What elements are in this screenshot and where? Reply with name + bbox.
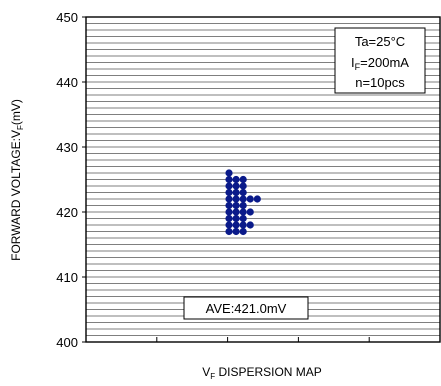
average-box: AVE:421.0mV xyxy=(183,296,309,320)
x-axis-ticks xyxy=(156,337,370,342)
data-point xyxy=(232,182,240,190)
data-point xyxy=(225,221,233,229)
data-point xyxy=(253,195,261,203)
data-point xyxy=(232,227,240,236)
data-point xyxy=(225,201,233,210)
data-point xyxy=(239,221,247,229)
data-point xyxy=(239,201,247,210)
average-box-frame xyxy=(183,296,309,320)
data-point xyxy=(239,175,247,184)
condition-current: IF=200mA xyxy=(351,55,409,72)
data-point xyxy=(239,214,247,223)
condition-temperature: Ta=25°C xyxy=(355,34,405,49)
data-point xyxy=(232,221,240,229)
data-point xyxy=(232,214,240,223)
data-point xyxy=(225,214,233,223)
conditions-box-frame xyxy=(334,27,426,94)
y-axis-tick-labels: 400 410 420 430 440 450 xyxy=(56,10,86,350)
x-axis-title: VF DISPERSION MAP xyxy=(202,365,322,381)
y-tick-label: 410 xyxy=(56,270,78,285)
condition-sample-count: n=10pcs xyxy=(355,75,405,90)
data-point xyxy=(225,208,233,216)
data-point xyxy=(246,195,254,203)
data-point xyxy=(232,208,240,216)
data-point xyxy=(239,208,247,216)
y-tick-label: 400 xyxy=(56,335,78,350)
data-point xyxy=(232,188,240,197)
data-point xyxy=(225,188,233,197)
average-label: AVE:421.0mV xyxy=(206,301,287,316)
data-point xyxy=(225,175,233,184)
data-point xyxy=(232,175,240,184)
data-point xyxy=(232,201,240,210)
data-point xyxy=(239,182,247,190)
data-points xyxy=(225,169,261,236)
data-point xyxy=(225,227,233,236)
y-axis-title: FORWARD VOLTAGE:VF(mV) xyxy=(9,99,25,261)
data-point xyxy=(232,195,240,203)
y-tick-label: 450 xyxy=(56,10,78,25)
data-point xyxy=(225,169,233,177)
data-point xyxy=(225,182,233,190)
data-point xyxy=(239,227,247,236)
data-point xyxy=(239,188,247,197)
data-point xyxy=(225,195,233,203)
data-point xyxy=(246,221,254,229)
conditions-box: Ta=25°C IF=200mA n=10pcs xyxy=(334,27,426,94)
data-point xyxy=(239,195,247,203)
y-tick-label: 420 xyxy=(56,205,78,220)
data-point xyxy=(246,208,254,216)
y-tick-label: 430 xyxy=(56,140,78,155)
plot-frame xyxy=(85,16,441,343)
y-tick-label: 440 xyxy=(56,75,78,90)
